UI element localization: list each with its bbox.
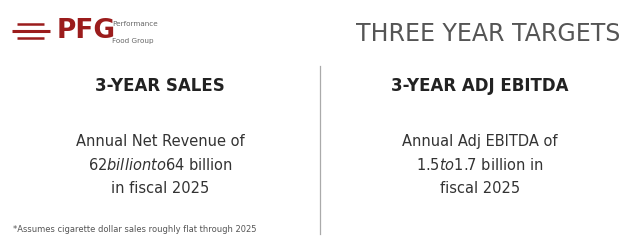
- Text: *Assumes cigarette dollar sales roughly flat through 2025: *Assumes cigarette dollar sales roughly …: [13, 225, 256, 234]
- Text: PFG: PFG: [56, 18, 115, 44]
- Text: 3-YEAR SALES: 3-YEAR SALES: [95, 77, 225, 95]
- Text: THREE YEAR TARGETS: THREE YEAR TARGETS: [356, 22, 621, 47]
- Text: Performance: Performance: [112, 21, 157, 27]
- Text: 3-YEAR ADJ EBITDA: 3-YEAR ADJ EBITDA: [391, 77, 569, 95]
- Text: Annual Adj EBITDA of
$1.5 to $1.7 billion in
fiscal 2025: Annual Adj EBITDA of $1.5 to $1.7 billio…: [403, 134, 557, 196]
- Text: Annual Net Revenue of
$62 billion to $64 billion
in fiscal 2025: Annual Net Revenue of $62 billion to $64…: [76, 134, 244, 196]
- Text: Food Group: Food Group: [112, 38, 154, 44]
